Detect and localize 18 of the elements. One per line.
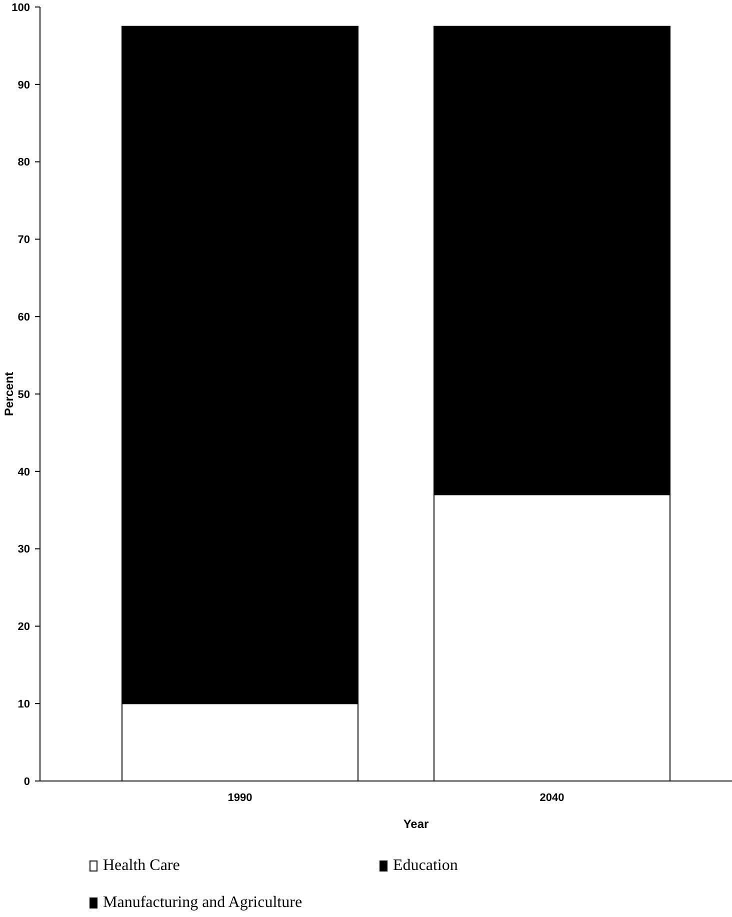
y-tick-label: 70: [18, 234, 30, 246]
legend-label: Education: [393, 857, 458, 874]
x-tick-label: 2040: [540, 792, 564, 804]
y-tick-label: 50: [18, 388, 30, 401]
y-tick-label: 90: [18, 79, 30, 92]
y-tick-label: 100: [12, 2, 30, 14]
legend-label: Health Care: [103, 857, 180, 874]
legend-label: Manufacturing and Agriculture: [103, 894, 302, 911]
y-tick-label: 10: [18, 698, 30, 710]
y-tick-label: 30: [18, 544, 30, 556]
x-axis-title: Year: [403, 817, 430, 831]
y-tick-label: 20: [18, 621, 30, 634]
y-tick-label: 60: [18, 311, 30, 324]
y-tick-label: 40: [18, 466, 30, 478]
y-axis-title: Percent: [2, 372, 16, 416]
y-tick-label: 80: [18, 156, 30, 169]
y-tick-label: 0: [24, 776, 30, 788]
x-tick-label: 1990: [228, 792, 252, 804]
